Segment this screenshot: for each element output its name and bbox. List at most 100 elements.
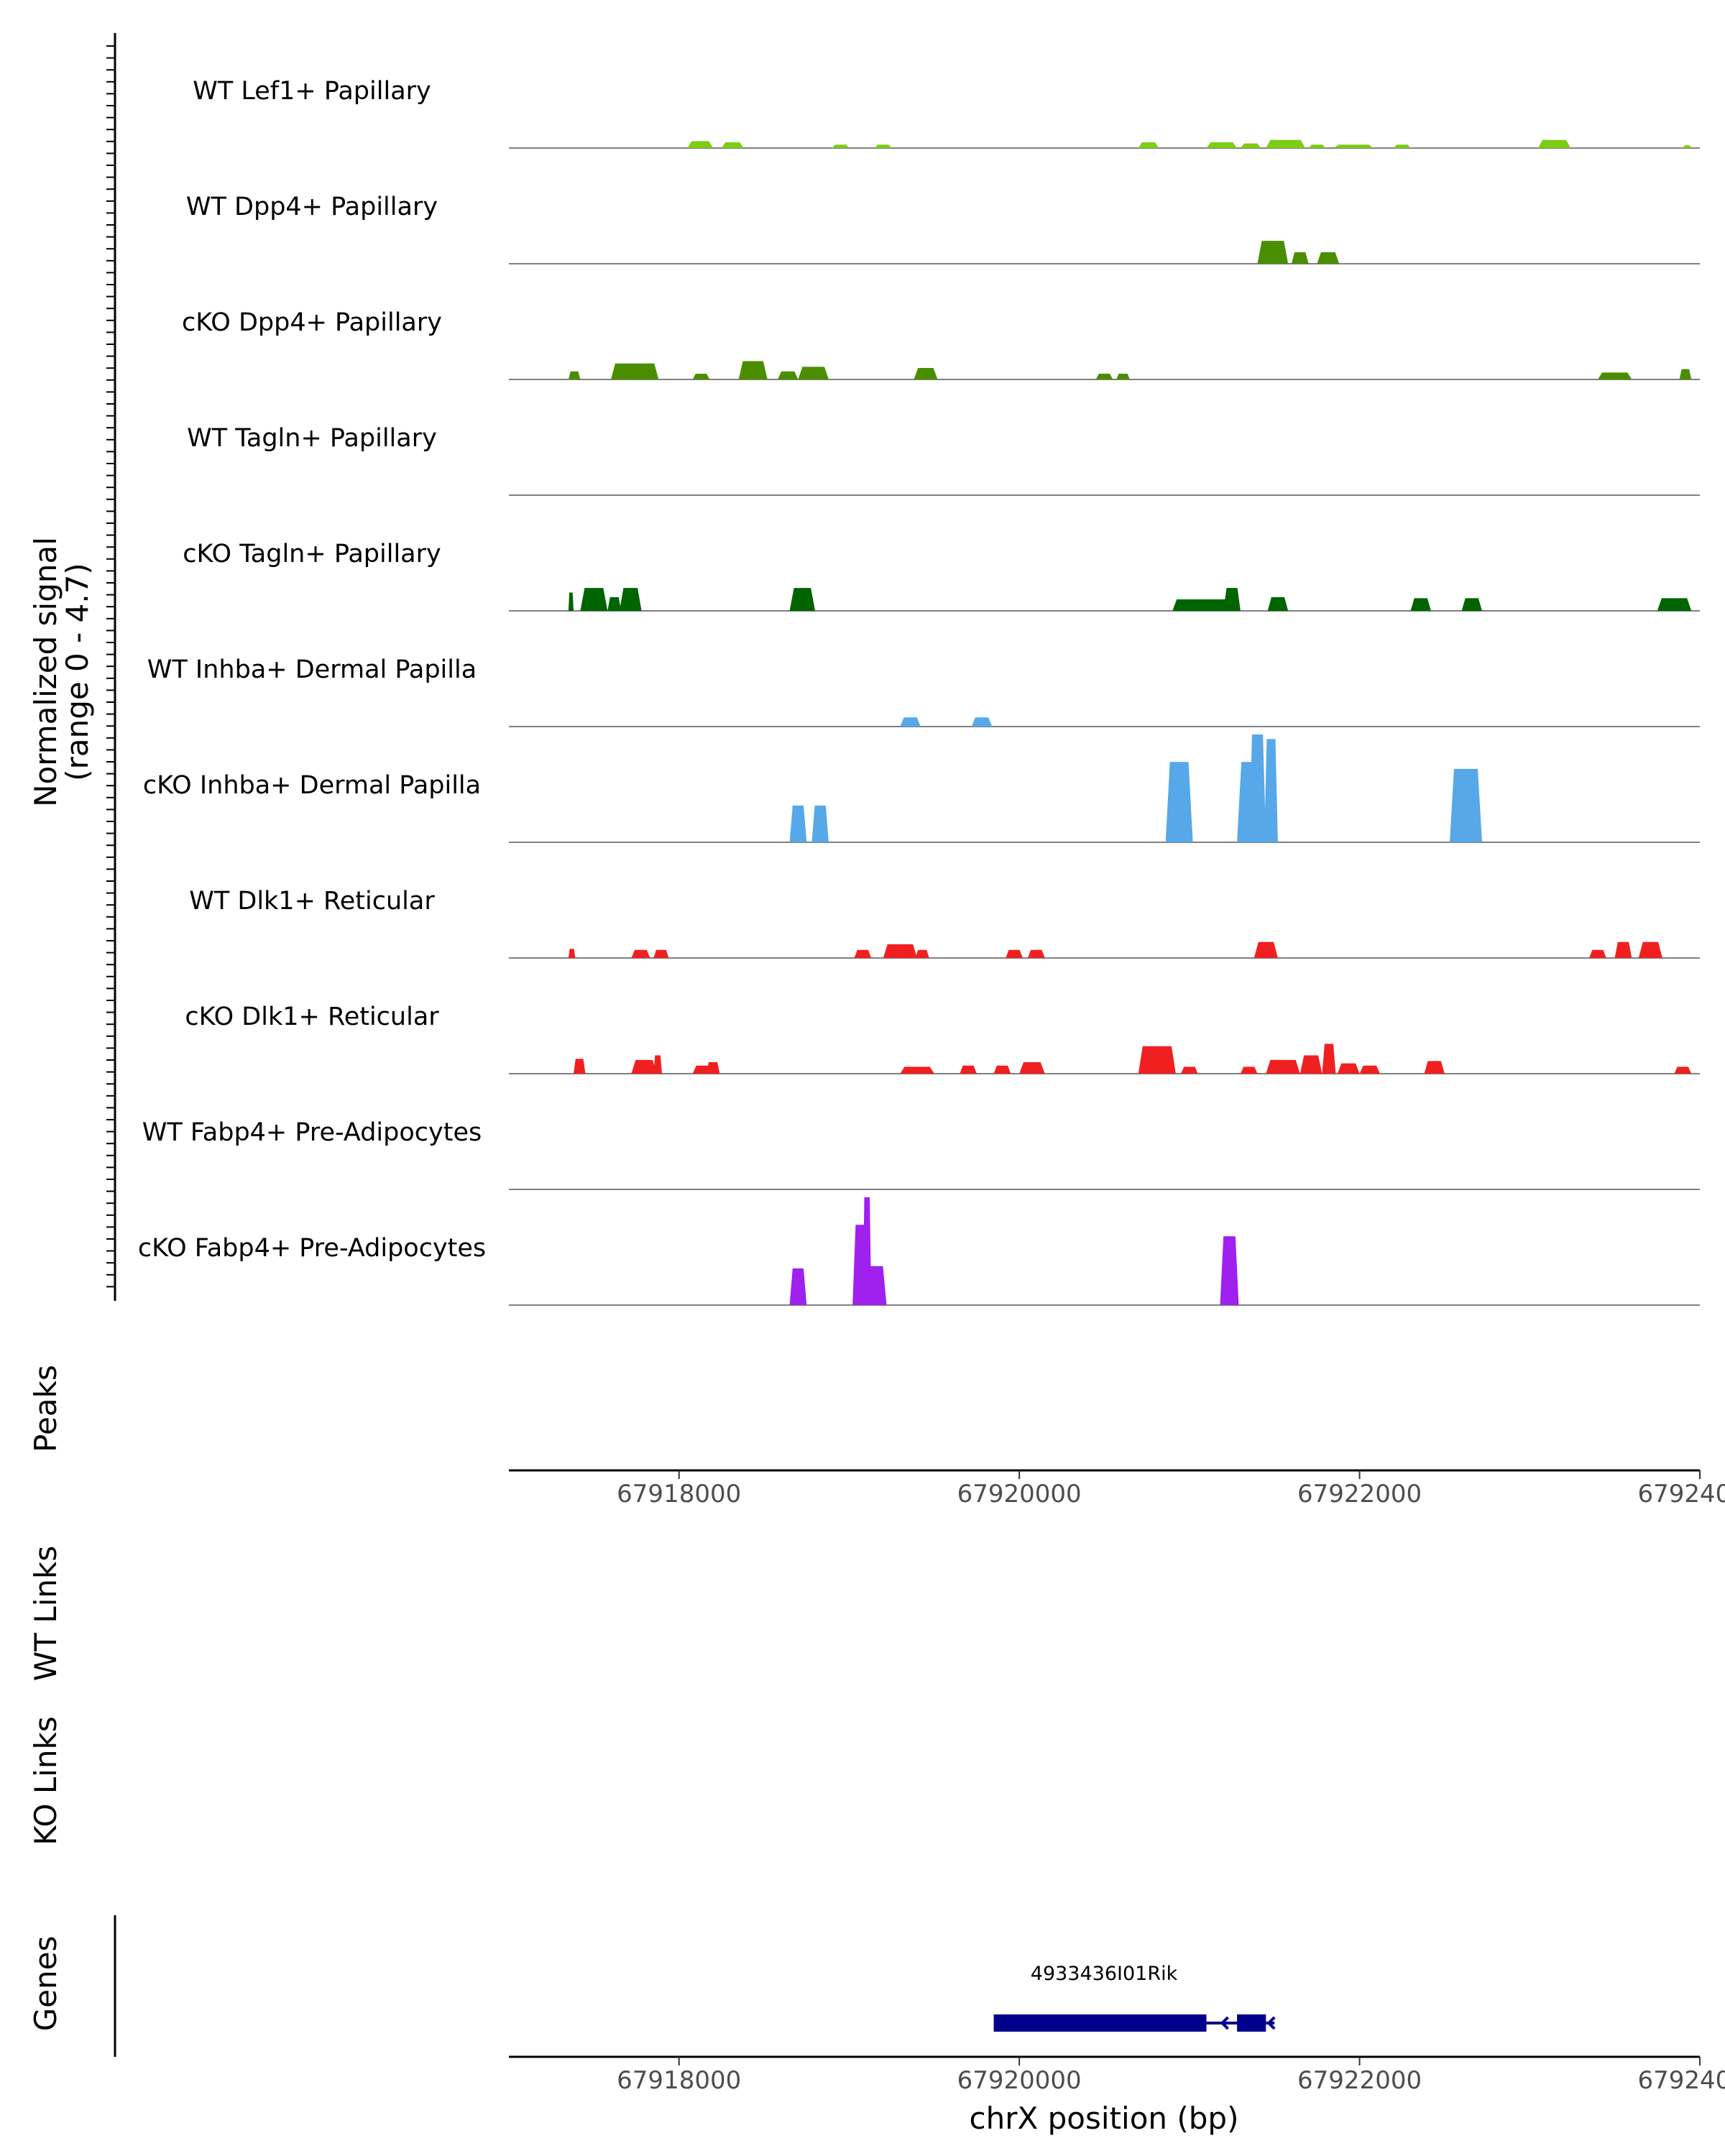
coverage-peak bbox=[1006, 949, 1023, 958]
coverage-peak bbox=[1254, 941, 1278, 958]
coverage-peak bbox=[1410, 598, 1431, 611]
coverage-peak bbox=[1138, 1046, 1176, 1074]
track-label: cKO Fabp4+ Pre-Adipocytes bbox=[138, 1234, 486, 1263]
peaks-panel-label: Peaks bbox=[28, 1365, 63, 1452]
coverage-peak bbox=[1240, 143, 1261, 148]
coverage-peak bbox=[1028, 949, 1045, 958]
coverage-peak bbox=[789, 588, 816, 611]
coverage-peak bbox=[1116, 374, 1130, 379]
track-label: WT Inhba+ Dermal Papilla bbox=[147, 655, 477, 684]
coverage-peak bbox=[1138, 142, 1159, 148]
coverage-peak bbox=[574, 1059, 586, 1074]
coverage-peak bbox=[631, 1059, 657, 1074]
coverage-peak bbox=[568, 949, 576, 958]
strand-arrow bbox=[1220, 2016, 1229, 2030]
track-label: WT Lef1+ Papillary bbox=[193, 77, 431, 106]
track-label: cKO Inhba+ Dermal Papilla bbox=[143, 771, 481, 800]
coverage-peak bbox=[1266, 1059, 1300, 1074]
coverage-peak bbox=[1334, 144, 1374, 148]
coverage-peak bbox=[900, 1067, 934, 1074]
coverage-peak bbox=[832, 144, 850, 148]
coverage-y-ticks bbox=[106, 45, 115, 1288]
coverage-peak bbox=[1450, 768, 1482, 842]
coverage-peak bbox=[1359, 1065, 1380, 1074]
coverage-peak bbox=[1267, 596, 1289, 611]
wt-links-panel-label: WT Links bbox=[28, 1546, 63, 1681]
coverage-peak bbox=[993, 1065, 1011, 1074]
ko-links-panel-label: KO Links bbox=[28, 1716, 63, 1846]
peaks-x-axis: 67918000 67920000 67922000 67924000 bbox=[617, 1470, 1725, 1508]
coverage-peak bbox=[1424, 1061, 1445, 1074]
coverage-peak bbox=[915, 949, 929, 958]
track-8: cKO Dlk1+ Reticular bbox=[185, 1003, 1700, 1074]
coverage-peak bbox=[1172, 599, 1232, 611]
coverage-peak bbox=[971, 717, 993, 727]
coverage-peak bbox=[1317, 252, 1340, 264]
track-1: WT Dpp4+ Papillary bbox=[186, 193, 1700, 264]
x-tick-label: 67924000 bbox=[1637, 2066, 1725, 2095]
coverage-peak bbox=[1165, 762, 1193, 842]
coverage-peak bbox=[778, 371, 799, 379]
coverage-peak bbox=[1337, 1063, 1360, 1074]
coverage-peak bbox=[1220, 1236, 1239, 1305]
genes-panel-label: Genes bbox=[28, 1936, 63, 2032]
track-label: WT Fabp4+ Pre-Adipocytes bbox=[142, 1118, 482, 1147]
coverage-peak bbox=[568, 371, 581, 379]
coverage-peak bbox=[1308, 144, 1326, 148]
coverage-peak bbox=[1264, 739, 1278, 842]
x-tick-label: 67922000 bbox=[1297, 2066, 1422, 2095]
coverage-peak bbox=[631, 949, 650, 958]
coverage-peak bbox=[1248, 734, 1266, 842]
track-label: WT Dlk1+ Reticular bbox=[189, 887, 435, 916]
coverage-peak bbox=[687, 141, 714, 148]
coverage-peak bbox=[1638, 941, 1662, 958]
track-9: WT Fabp4+ Pre-Adipocytes bbox=[142, 1118, 1700, 1190]
track-label: cKO Dlk1+ Reticular bbox=[185, 1003, 439, 1031]
gene-exon bbox=[1237, 2014, 1266, 2032]
coverage-peak bbox=[653, 1055, 662, 1074]
coverage-peak bbox=[874, 144, 892, 148]
coverage-peak bbox=[653, 949, 669, 958]
coverage-peak bbox=[1683, 145, 1692, 148]
x-tick-label: 67918000 bbox=[617, 1480, 741, 1508]
coverage-peak bbox=[692, 374, 710, 379]
coverage-peak bbox=[914, 368, 938, 379]
x-tick-label: 67922000 bbox=[1297, 1480, 1422, 1508]
x-tick-label: 67920000 bbox=[957, 1480, 1082, 1508]
x-tick-label: 67918000 bbox=[617, 2066, 741, 2095]
coverage-peak bbox=[1240, 1067, 1258, 1074]
coverage-peak bbox=[1674, 1067, 1692, 1074]
coverage-peak bbox=[1181, 1067, 1198, 1074]
coverage-peak bbox=[1679, 369, 1692, 379]
coverage-tracks: WT Lef1+ Papillary WT Dpp4+ Papillary cKO … bbox=[138, 77, 1700, 1306]
track-0: WT Lef1+ Papillary bbox=[193, 77, 1700, 149]
coverage-peak bbox=[1589, 949, 1606, 958]
coverage-peak bbox=[789, 805, 807, 842]
coverage-peak bbox=[1598, 372, 1632, 379]
coverage-peak bbox=[1095, 374, 1113, 379]
y-axis-range-label: (range 0 - 4.7) bbox=[60, 563, 95, 781]
coverage-peak bbox=[607, 596, 622, 611]
coverage-peak bbox=[798, 367, 829, 379]
coverage-peak bbox=[619, 588, 642, 611]
coverage-peak bbox=[811, 805, 829, 842]
coverage-peak bbox=[1538, 139, 1571, 148]
coverage-peak bbox=[568, 592, 574, 611]
coverage-peak bbox=[789, 1268, 807, 1305]
track-label: cKO Dpp4+ Papillary bbox=[182, 308, 442, 337]
coverage-peak bbox=[1461, 598, 1482, 611]
coverage-peak bbox=[1322, 1044, 1336, 1074]
track-5: WT Inhba+ Dermal Papilla bbox=[147, 655, 1700, 727]
coverage-peak bbox=[1393, 144, 1411, 148]
track-7: WT Dlk1+ Reticular bbox=[189, 887, 1700, 959]
coverage-peak bbox=[706, 1062, 720, 1074]
track-label: WT Dpp4+ Papillary bbox=[186, 193, 438, 221]
coverage-peak bbox=[1206, 142, 1238, 148]
coverage-peak bbox=[721, 142, 744, 148]
track-label: cKO Tagln+ Papillary bbox=[183, 540, 441, 568]
coverage-peak bbox=[738, 361, 768, 379]
strand-arrow-end bbox=[1266, 2016, 1276, 2030]
x-axis-label: chrX position (bp) bbox=[970, 2101, 1239, 2136]
coverage-peak bbox=[611, 363, 659, 379]
